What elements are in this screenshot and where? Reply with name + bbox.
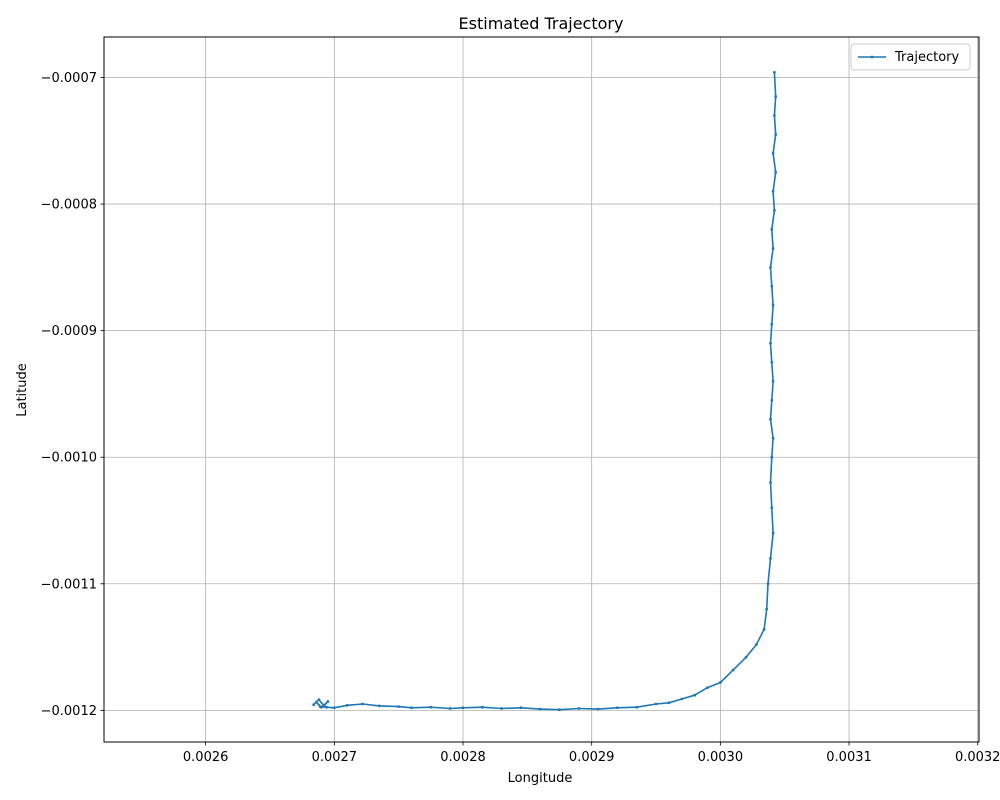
trajectory-point: [770, 322, 774, 326]
trajectory-point: [771, 190, 775, 193]
trajectory-point: [770, 228, 774, 231]
grid-lines: [104, 37, 979, 742]
trajectory-point: [332, 706, 336, 710]
trajectory-point: [616, 706, 619, 710]
trajectory-point: [770, 360, 774, 364]
trajectory-point: [765, 607, 769, 611]
trajectory-point: [771, 152, 775, 155]
trajectory-point: [480, 705, 484, 709]
trajectory-point: [322, 704, 326, 708]
trajectory-point: [773, 209, 776, 212]
trajectory-point: [771, 531, 775, 535]
trajectory-point: [693, 693, 696, 697]
trajectory-point: [773, 114, 776, 117]
trajectory-point: [769, 341, 772, 345]
plot-area-background: [104, 37, 979, 742]
x-tick-label: 0.0030: [698, 750, 744, 765]
trajectory-point: [719, 681, 722, 684]
legend-marker-swatch: [870, 55, 874, 59]
legend-box: [850, 43, 971, 71]
y-tick-label: −0.0012: [41, 704, 97, 719]
trajectory-point: [345, 703, 349, 707]
y-tick-label: −0.0011: [41, 577, 97, 592]
trajectory-point: [771, 247, 775, 250]
axis-ticks: 0.0026 0.0027 0.0028 0.0029 0.0030 0.0031 0.00…: [41, 71, 1000, 765]
trajectory-point: [577, 707, 581, 710]
trajectory-point: [744, 655, 748, 659]
trajectory-point: [769, 266, 772, 269]
trajectory-point: [762, 628, 766, 631]
trajectory-point: [667, 701, 671, 705]
trajectory-point: [770, 284, 774, 288]
trajectory-point: [635, 705, 639, 709]
trajectory-point: [361, 702, 364, 706]
trajectory-point: [774, 133, 778, 136]
trajectory-point: [766, 582, 770, 586]
trajectory-point: [461, 706, 465, 710]
x-tick-label: 0.0026: [183, 750, 229, 765]
trajectory-point: [429, 705, 433, 709]
y-tick-label: −0.0007: [41, 71, 97, 86]
trajectory-point: [654, 702, 658, 706]
trajectory-point: [317, 698, 321, 701]
trajectory-point: [771, 303, 775, 307]
y-tick-label: −0.0008: [41, 198, 97, 213]
legend-label-trajectory: Trajectory: [894, 50, 959, 65]
x-axis-label: Longitude: [508, 771, 573, 786]
x-tick-label: 0.0032: [955, 750, 1000, 765]
trajectory-point: [519, 706, 523, 710]
x-tick-label: 0.0027: [312, 750, 358, 765]
trajectory-point: [770, 506, 774, 510]
trajectory-point: [558, 708, 561, 712]
trajectory-point: [769, 417, 772, 421]
y-axis-label: Latitude: [15, 363, 30, 417]
trajectory-point: [326, 700, 330, 703]
x-tick-label: 0.0028: [440, 750, 486, 765]
trajectory-point: [769, 557, 772, 560]
trajectory-point: [755, 643, 758, 646]
trajectory-point: [314, 700, 318, 704]
trajectory-point: [500, 707, 503, 710]
y-tick-label: −0.0009: [41, 324, 97, 339]
plot-area-frame: [103, 36, 980, 743]
trajectory-point: [774, 95, 778, 98]
chart-title: Estimated Trajectory: [459, 14, 624, 33]
trajectory-point: [771, 379, 775, 383]
trajectory-point: [378, 704, 381, 708]
legend: Trajectory: [850, 43, 971, 71]
trajectory-point: [706, 686, 709, 689]
trajectory-point: [325, 705, 328, 709]
trajectory-point: [731, 668, 735, 672]
trajectory-series: [312, 71, 778, 712]
trajectory-point: [538, 707, 542, 711]
trajectory-point: [312, 703, 316, 707]
trajectory-point: [318, 705, 322, 708]
x-tick-label: 0.0031: [826, 750, 872, 765]
y-tick-label: −0.0010: [41, 451, 97, 466]
trajectory-point: [397, 705, 401, 708]
trajectory-point: [770, 398, 774, 402]
trajectory-point: [769, 481, 772, 484]
trajectory-point: [771, 436, 775, 440]
trajectory-point: [448, 707, 452, 710]
x-tick-label: 0.0029: [569, 750, 615, 765]
trajectory-point: [410, 706, 413, 710]
trajectory-point: [680, 697, 684, 701]
trajectory-point: [770, 455, 774, 459]
trajectory-point: [596, 707, 600, 711]
trajectory-point: [774, 171, 778, 174]
trajectory-point: [773, 71, 776, 74]
